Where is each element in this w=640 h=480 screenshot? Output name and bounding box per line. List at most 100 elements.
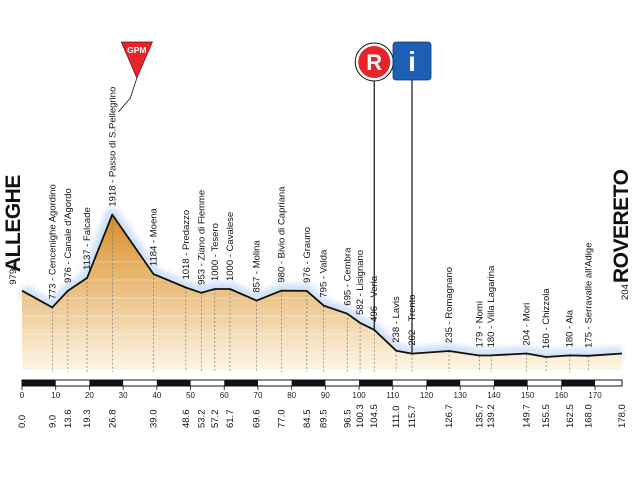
distance-label: 53.2 (196, 410, 207, 429)
km-tick-label: 10 (51, 391, 60, 400)
km-tick-label: 100 (352, 391, 366, 400)
distance-label: 69.6 (252, 410, 263, 429)
km-tick-label: 160 (555, 391, 569, 400)
km-bar-segment (426, 380, 461, 386)
distance-label: 48.6 (181, 410, 192, 429)
locality-label: 175 - Serravalle all'Adige (583, 242, 594, 347)
km-tick-label: 0 (20, 391, 25, 400)
distance-label: 26.8 (107, 410, 118, 429)
distance-label: 19.3 (82, 410, 93, 429)
distance-label: 115.7 (407, 405, 418, 428)
distance-label: 57.2 (210, 410, 221, 429)
distance-label: 0.0 (17, 415, 28, 428)
drop-lines (51, 214, 589, 372)
profile-outline-path (21, 213, 623, 358)
locality-label: 857 - Molina (252, 240, 263, 293)
km-tick-label: 90 (321, 391, 330, 400)
km-tick-label: 140 (487, 391, 501, 400)
km-scale-bar (21, 379, 623, 387)
finish-town-label: ROVERETO (610, 169, 633, 283)
profile-outline (21, 213, 623, 358)
profile-area-path (22, 214, 622, 370)
background-bands (22, 261, 622, 353)
distance-label: 126.7 (444, 404, 455, 428)
locality-label: 1000 - Tesero (210, 223, 221, 281)
start-altitude-label: 979 - (8, 263, 19, 285)
distance-label: 96.5 (342, 410, 353, 429)
km-tick-label: 130 (454, 391, 468, 400)
locality-label: 795 - Valda (319, 249, 330, 298)
distance-label: 100.3 (355, 404, 366, 428)
km-tick-label: 20 (85, 391, 94, 400)
distance-label: 77.0 (277, 410, 288, 429)
km-bar-segment (291, 380, 326, 386)
km-bar-segment (493, 380, 528, 386)
start-town-label: ALLEGHE (2, 175, 25, 272)
distance-label: 9.0 (47, 415, 58, 428)
km-tick-label: 120 (420, 391, 434, 400)
km-tick-label: 150 (521, 391, 535, 400)
distance-label: 111.0 (391, 406, 402, 428)
gpm-icon (120, 41, 153, 80)
distance-label: 168.0 (583, 404, 594, 428)
distance-label: 135.7 (474, 404, 485, 428)
km-tick-label: 170 (588, 391, 602, 400)
distance-label: 84.5 (302, 410, 313, 429)
km-tick-label: 80 (287, 391, 296, 400)
locality-labels: 773 - Cencenighe Agordino 976 - Canale d'… (8, 87, 631, 349)
distance-label: 162.5 (565, 404, 576, 428)
locality-label: 204 - Mori (522, 303, 533, 346)
km-tick-label: 110 (386, 391, 399, 400)
distance-label: 13.6 (63, 410, 74, 429)
km-bar-segment (156, 380, 191, 386)
km-tick-label: 60 (220, 391, 229, 400)
locality-label: 953 - Ziano di Fiemme (196, 190, 207, 285)
locality-label: 1918 - Passo di S.Pellegrino (107, 87, 118, 207)
locality-label: 1137 - Falcade (82, 207, 93, 270)
distance-label: 139.2 (486, 404, 497, 428)
km-bar-segment (359, 380, 393, 386)
distance-label: 149.7 (522, 404, 533, 428)
locality-label: 235 - Romagnano (444, 267, 455, 343)
locality-label: 180 - Villa Lagarina (486, 265, 497, 347)
km-bar-segment (89, 380, 124, 386)
locality-label: 976 - Canale d'Agordo (63, 188, 74, 283)
locality-label: 980 - Bivio di Capriana (277, 186, 288, 283)
refreshment-label: R (366, 50, 382, 75)
km-tick-label: 30 (119, 391, 128, 400)
locality-label: 1184 - Moena (148, 207, 159, 266)
locality-label: 773 - Cencenighe Agordino (47, 184, 58, 299)
km-bar-segment (224, 380, 258, 386)
locality-label: 582 - Lisignano (355, 250, 366, 315)
distance-labels: 0.0 9.0 13.6 19.3 26.8 39.0 48.6 53.2 57.2 61.7 69… (17, 404, 628, 428)
information-icon (392, 41, 432, 81)
locality-label: 160 - Chizzola (541, 288, 552, 349)
km-tick-label: 70 (254, 391, 263, 400)
gpm-label: GPM (127, 45, 146, 55)
distance-label: 155.5 (541, 404, 552, 428)
km-bar-segment (561, 380, 596, 386)
gpm-pointer (118, 77, 138, 113)
locality-label: 976 - Grauno (302, 227, 313, 283)
information-label: i (408, 46, 416, 77)
locality-label: 1018 - Predazzo (181, 210, 192, 280)
distance-label: 89.5 (319, 410, 330, 429)
locality-label: 1000 - Cavalese (225, 212, 236, 281)
profile-area (22, 214, 622, 370)
distance-label: 178.0 (617, 404, 628, 428)
distance-label: 61.7 (225, 410, 236, 429)
km-bar-segment (22, 380, 56, 386)
km-tick-labels: 0 10 20 30 40 50 60 70 80 90 100 110 120 130 140 150 160… (20, 386, 602, 400)
locality-label: 179 - Nomi (474, 301, 485, 347)
distance-label: 39.0 (148, 410, 159, 429)
locality-label: 238 - Lavis (391, 296, 402, 343)
locality-label: 180 - Ala (565, 309, 576, 347)
km-tick-label: 50 (186, 391, 195, 400)
distance-label: 104.5 (369, 404, 380, 428)
finish-altitude-label: 204 - (620, 278, 631, 300)
refreshment-icon-fill (358, 46, 391, 78)
km-tick-label: 40 (152, 391, 161, 400)
locality-label: 695 - Cembra (342, 247, 353, 306)
